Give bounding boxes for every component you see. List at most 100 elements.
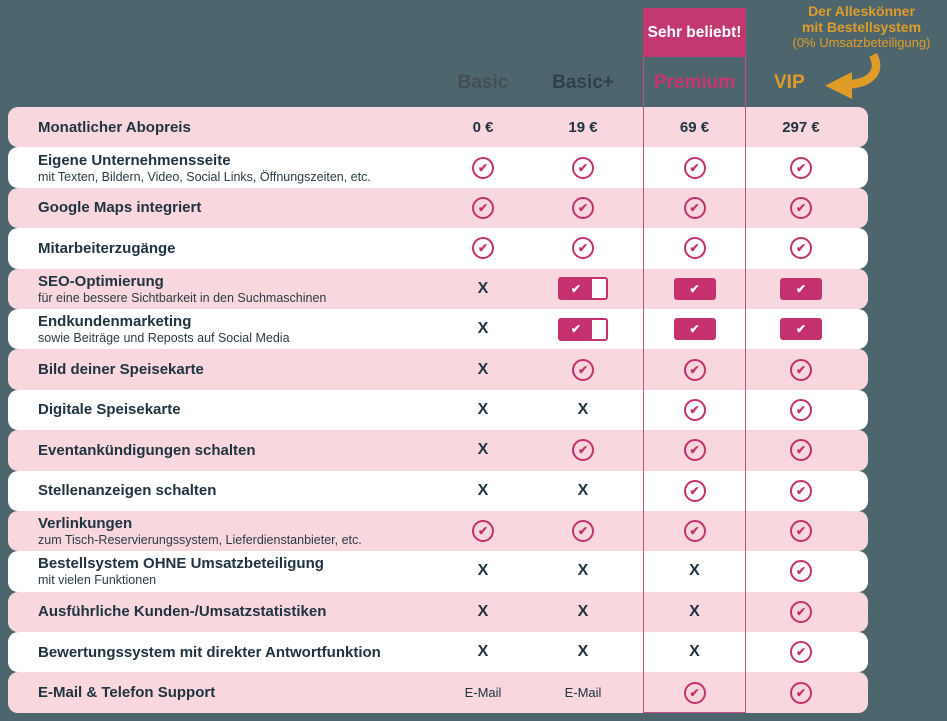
cell-basicplus: ✔ <box>533 277 633 301</box>
check-glyph: ✔ <box>795 524 807 539</box>
check-circle-icon: ✔ <box>790 600 812 623</box>
check-glyph: ✔ <box>577 443 589 458</box>
check-glyph: ✔ <box>689 443 700 458</box>
cell-basic: X <box>433 562 533 580</box>
cell-premium: X <box>643 643 746 661</box>
check-glyph: ✔ <box>577 200 589 215</box>
check-circle-icon: ✔ <box>790 358 812 381</box>
row-label-cell: Stellenanzeigen schalten <box>8 482 433 499</box>
row-title: Ausführliche Kunden-/Umsatzstatistiken <box>38 603 327 621</box>
table-row: Eventankündigungen schalten X ✔ ✔ ✔ <box>8 430 868 471</box>
check-glyph: ✔ <box>577 362 589 377</box>
check-circle-icon: ✔ <box>683 479 706 502</box>
row-title: Bewertungssystem mit direkter Antwortfun… <box>38 643 381 661</box>
check-glyph: ✔ <box>689 685 700 700</box>
check-glyph: ✔ <box>689 524 700 539</box>
full-check-badge-icon: ✔ <box>673 277 716 300</box>
check-glyph: ✔ <box>795 322 807 337</box>
partial-badge-empty <box>591 319 606 339</box>
check-glyph: ✔ <box>795 241 807 256</box>
cell-vip: ✔ <box>746 318 856 341</box>
row-title: Eventankündigungen schalten <box>38 441 256 459</box>
cell-vip: ✔ <box>746 520 856 543</box>
cell-premium: ✔ <box>643 681 746 704</box>
row-subtitle: mit Texten, Bildern, Video, Social Links… <box>38 169 371 184</box>
cell-basicplus: ✔ <box>533 358 633 381</box>
check-glyph: ✔ <box>795 564 807 579</box>
row-label-cell: Mitarbeiterzugänge <box>8 240 433 257</box>
cell-basic: X <box>433 280 533 298</box>
cell-vip: ✔ <box>746 439 856 462</box>
partial-badge-fill: ✔ <box>560 319 592 339</box>
check-circle-icon: ✔ <box>683 358 706 381</box>
vip-note-line3: (0% Umsatzbeteiligung) <box>792 35 931 50</box>
row-label-cell: Eigene Unternehmensseite mit Texten, Bild… <box>8 152 433 184</box>
check-glyph: ✔ <box>689 322 700 337</box>
row-title: Digitale Speisekarte <box>38 401 181 419</box>
table-row: Bestellsystem OHNE Umsatzbeteiligung mit … <box>8 551 868 592</box>
check-circle-icon: ✔ <box>790 681 812 704</box>
partial-check-badge-icon: ✔ <box>558 317 608 341</box>
row-label-cell: SEO-Optimierung für eine bessere Sichtbar… <box>8 273 433 305</box>
x-icon: X <box>477 320 489 338</box>
row-title: Eigene Unternehmensseite <box>38 151 231 169</box>
cell-premium: ✔ <box>643 398 746 421</box>
x-icon: X <box>689 602 700 620</box>
table-row: Stellenanzeigen schalten X X ✔ ✔ <box>8 470 868 511</box>
full-check-badge-icon: ✔ <box>780 277 822 300</box>
check-glyph: ✔ <box>477 160 489 175</box>
check-glyph: ✔ <box>795 160 807 175</box>
check-circle-icon: ✔ <box>683 439 706 462</box>
cell-premium: ✔ <box>643 156 746 179</box>
table-row: Endkundenmarketing sowie Beiträge und Rep… <box>8 308 868 350</box>
cell-basicplus: ✔ <box>533 520 633 543</box>
check-glyph: ✔ <box>577 524 589 539</box>
row-title: Stellenanzeigen schalten <box>38 482 217 500</box>
check-glyph: ✔ <box>689 200 700 215</box>
comparison-table: Monatlicher Abopreis 0 € 19 € 69 € 297 € Eige… <box>8 107 868 713</box>
cell-vip: ✔ <box>746 681 856 704</box>
check-glyph: ✔ <box>577 241 589 256</box>
table-row: Bewertungssystem mit direkter Antwortfun… <box>8 632 868 673</box>
table-row: Monatlicher Abopreis 0 € 19 € 69 € 297 € <box>8 107 868 148</box>
check-circle-icon: ✔ <box>683 520 706 543</box>
row-title: Monatlicher Abopreis <box>38 118 191 136</box>
x-icon: X <box>577 481 589 499</box>
column-header-vip: VIP <box>774 72 805 93</box>
check-circle-icon: ✔ <box>683 398 706 421</box>
cell-basic: X <box>433 482 533 500</box>
price-value: 0 € <box>472 118 494 136</box>
row-label-cell: Bild deiner Speisekarte <box>8 361 433 378</box>
cell-premium: X <box>643 562 746 580</box>
table-row: Google Maps integriert ✔ ✔ ✔ ✔ <box>8 187 868 229</box>
full-check-badge-icon: ✔ <box>780 318 822 341</box>
column-header-basic: Basic <box>457 72 509 93</box>
cell-premium: ✔ <box>643 196 746 219</box>
check-glyph: ✔ <box>477 241 489 256</box>
cell-basic: E-Mail <box>433 685 533 700</box>
full-check-badge-icon: ✔ <box>673 318 716 341</box>
table-row: SEO-Optimierung für eine bessere Sichtbar… <box>8 268 868 309</box>
check-circle-icon: ✔ <box>683 237 706 260</box>
cell-basicplus: ✔ <box>533 196 633 219</box>
cell-basic: ✔ <box>433 196 533 219</box>
check-glyph: ✔ <box>689 281 700 296</box>
cell-basicplus: ✔ <box>533 439 633 462</box>
text-value: E-Mail <box>464 685 502 701</box>
cell-basicplus: X <box>533 643 633 661</box>
check-glyph: ✔ <box>795 281 807 296</box>
column-header-premium: Premium <box>653 72 736 93</box>
check-glyph: ✔ <box>795 402 807 417</box>
x-icon: X <box>477 441 489 459</box>
cell-basicplus: X <box>533 562 633 580</box>
x-icon: X <box>689 643 700 661</box>
cell-vip: ✔ <box>746 560 856 583</box>
row-title: Mitarbeiterzugänge <box>38 239 176 257</box>
table-row: Eigene Unternehmensseite mit Texten, Bild… <box>8 147 868 188</box>
check-circle-icon: ✔ <box>683 681 706 704</box>
cell-basic: 0 € <box>433 119 533 136</box>
cell-premium: ✔ <box>643 277 746 300</box>
check-circle-icon: ✔ <box>572 156 594 179</box>
cell-premium: ✔ <box>643 358 746 381</box>
check-circle-icon: ✔ <box>472 156 494 179</box>
